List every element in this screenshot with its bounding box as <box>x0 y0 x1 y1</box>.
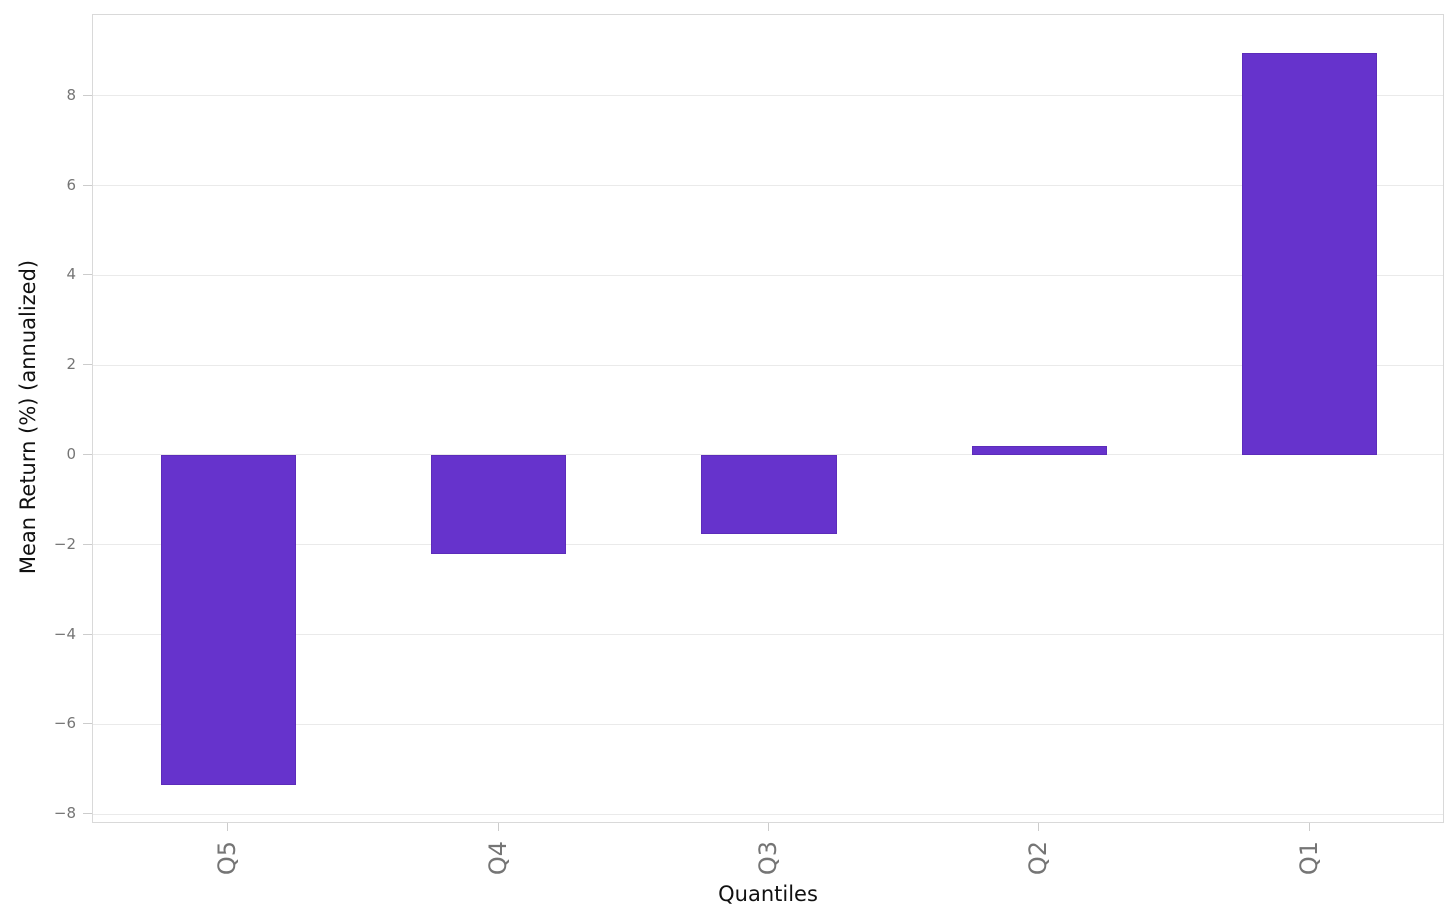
x-tick-label-q3: Q3 <box>754 840 782 876</box>
gridline <box>93 634 1443 636</box>
y-axis-title: Mean Return (%) (annualized) <box>16 259 40 575</box>
y-tick-label: 8 <box>66 85 76 104</box>
x-tick-mark <box>1038 823 1040 831</box>
y-tick-label: 4 <box>66 265 76 284</box>
bar-q1 <box>1242 53 1378 455</box>
gridline <box>93 544 1443 546</box>
y-tick-label: −6 <box>53 714 76 733</box>
y-tick-label: 6 <box>66 175 76 194</box>
x-tick-label-q5: Q5 <box>213 840 242 876</box>
y-tick-label: −2 <box>53 534 76 553</box>
y-tick-mark <box>83 633 92 635</box>
x-tick-label-q4: Q4 <box>483 840 512 876</box>
y-tick-label: −8 <box>53 804 76 823</box>
y-tick-mark <box>83 543 92 545</box>
x-tick-label-q1: Q1 <box>1294 840 1323 876</box>
gridline <box>93 274 1443 276</box>
y-tick-mark <box>83 453 92 455</box>
y-tick-label: 0 <box>66 444 76 463</box>
bar-q4 <box>431 454 567 554</box>
plot-area <box>92 14 1444 823</box>
y-tick-mark <box>83 274 92 276</box>
x-tick-mark <box>1308 823 1310 831</box>
gridline <box>93 95 1443 97</box>
y-tick-label: 2 <box>66 355 76 374</box>
bar-q3 <box>701 454 837 534</box>
x-tick-label-q2: Q2 <box>1024 840 1053 876</box>
bar-q5 <box>160 454 296 785</box>
bar-q2 <box>971 445 1107 455</box>
y-tick-mark <box>83 184 92 186</box>
gridline <box>93 364 1443 366</box>
x-tick-mark <box>497 823 499 831</box>
x-tick-mark <box>768 823 769 831</box>
y-tick-mark <box>83 813 92 815</box>
x-tick-mark <box>227 823 229 831</box>
gridline <box>93 723 1443 725</box>
y-tick-mark <box>83 94 92 96</box>
gridline <box>93 813 1443 815</box>
y-tick-label: −4 <box>53 624 76 643</box>
gridline <box>93 185 1443 187</box>
y-tick-mark <box>83 723 92 725</box>
x-axis-title: Quantiles <box>718 882 818 906</box>
y-tick-mark <box>83 364 92 366</box>
